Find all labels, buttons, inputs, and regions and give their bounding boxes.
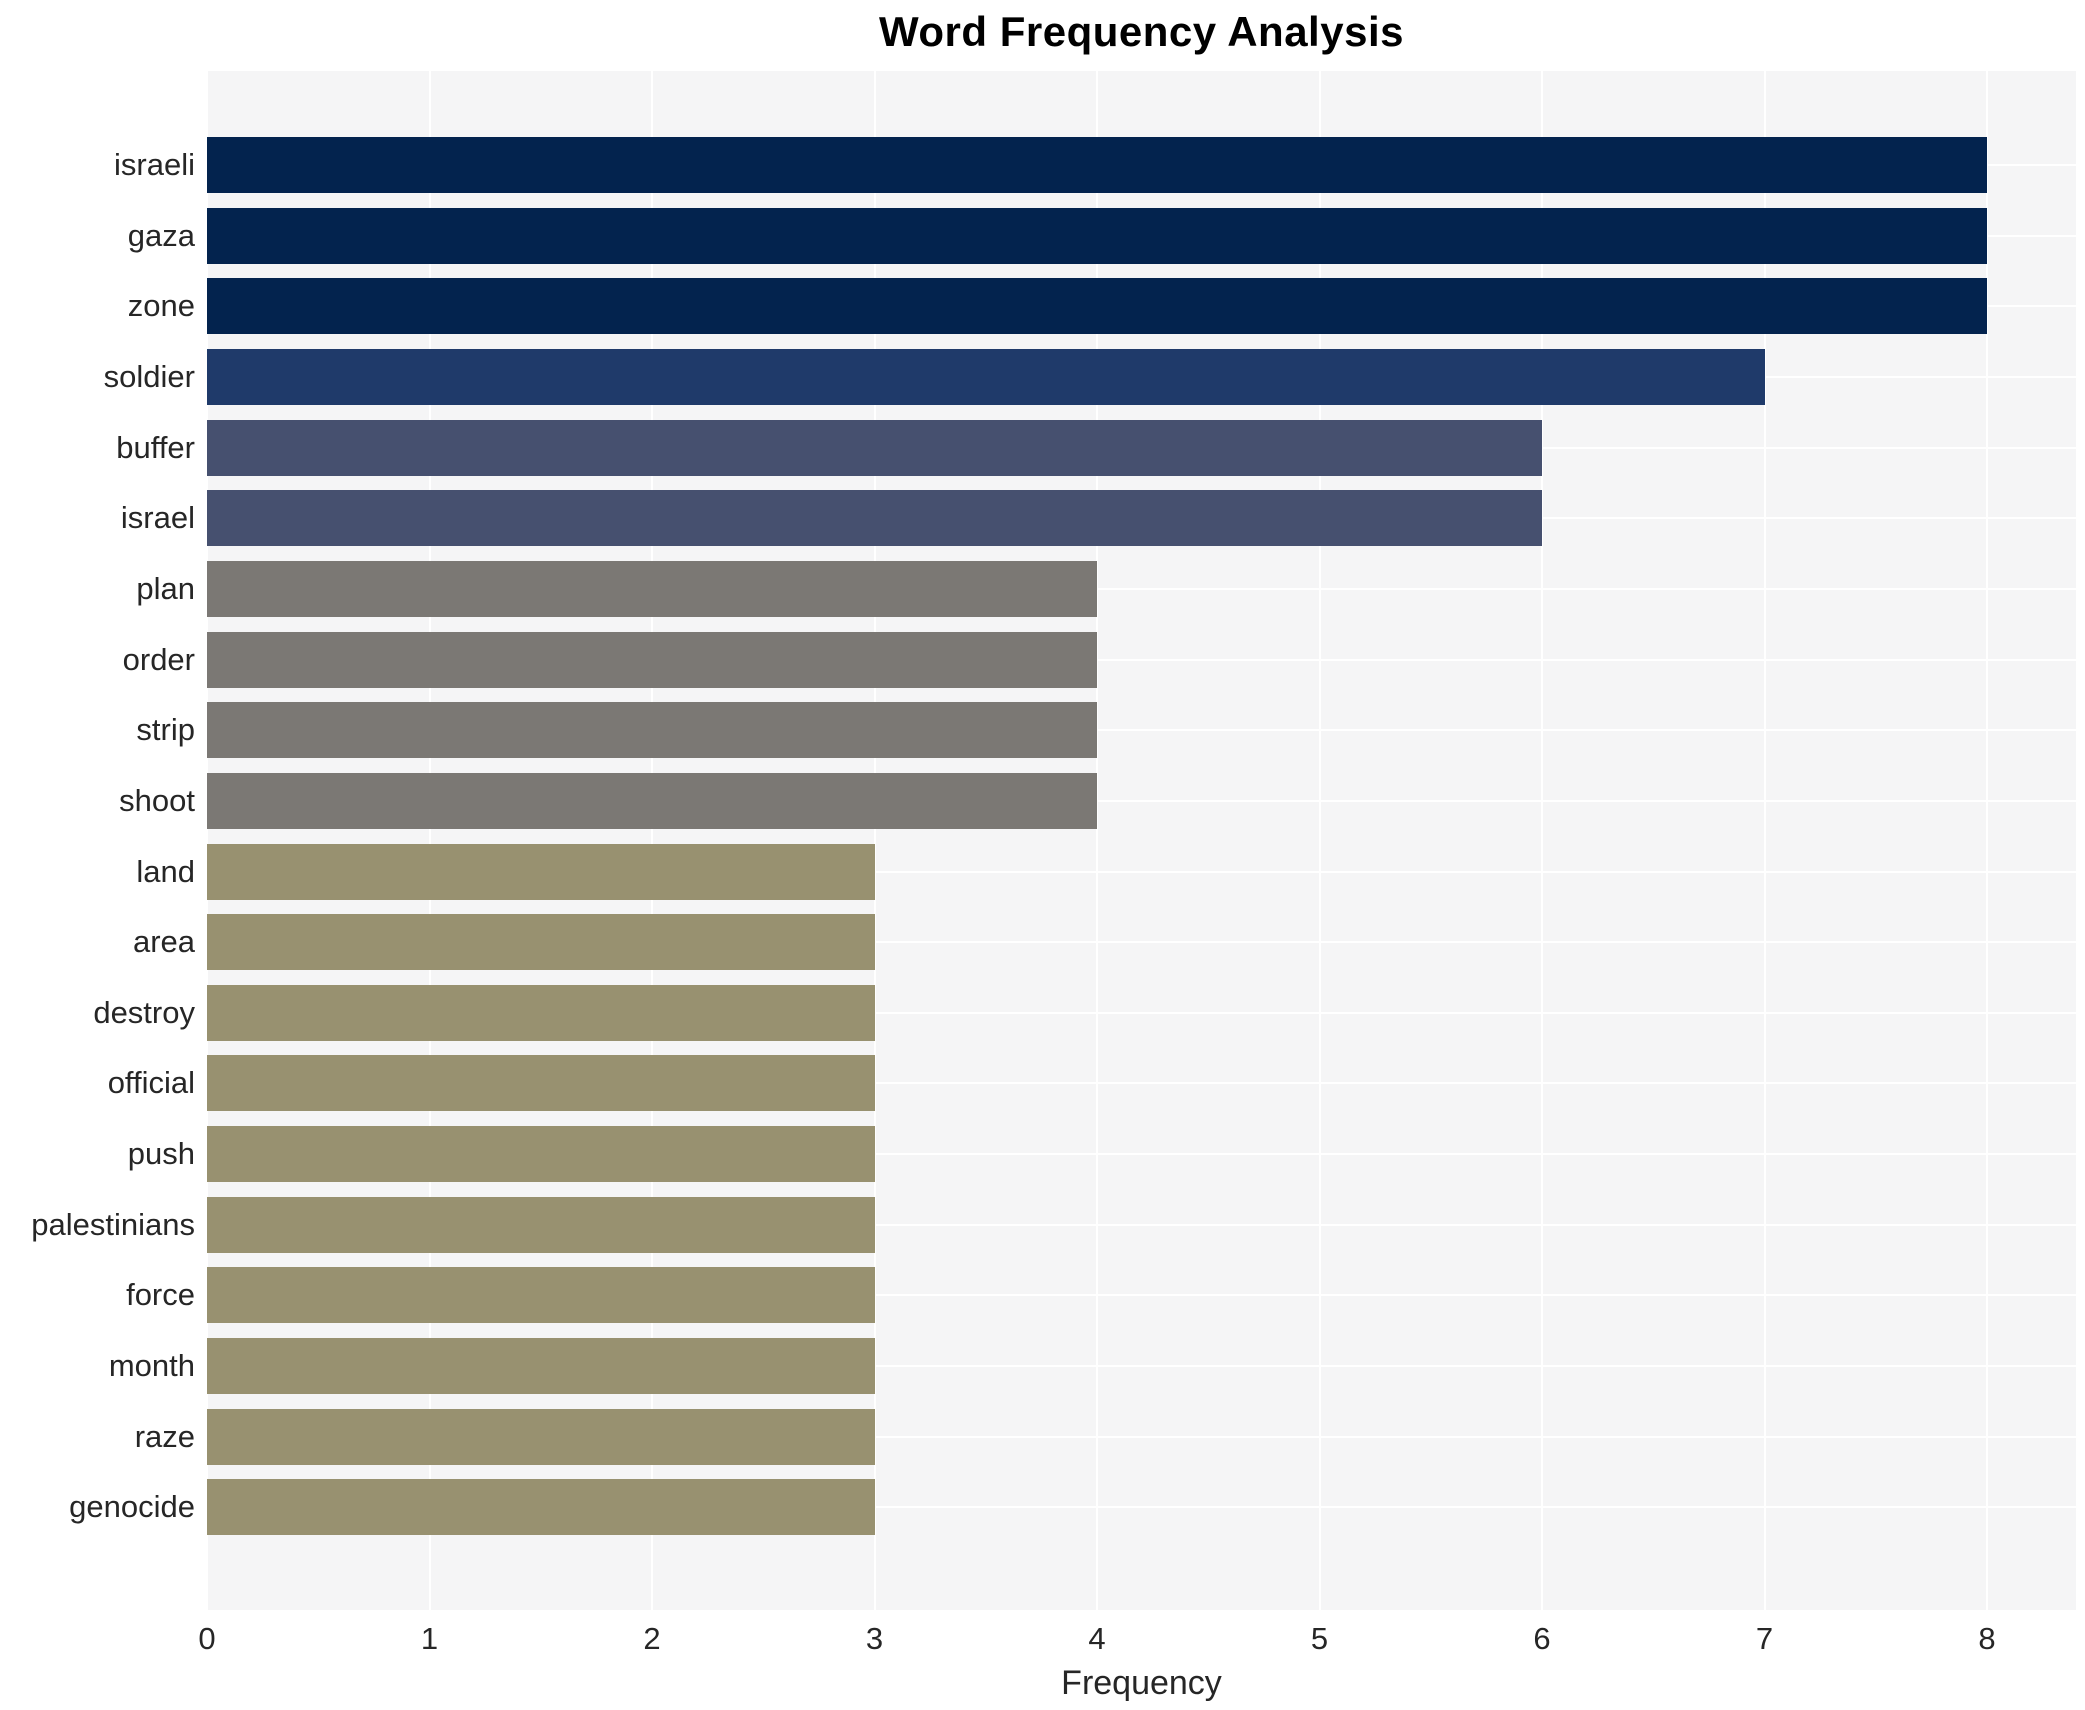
y-tick-label-destroy: destroy xyxy=(93,994,195,1030)
gridline-horizontal xyxy=(207,1082,2076,1085)
bar-shoot xyxy=(207,772,1097,829)
y-tick-label-shoot: shoot xyxy=(119,782,195,818)
gridline-vertical xyxy=(1096,71,1098,1610)
y-tick-label-raze: raze xyxy=(134,1418,195,1454)
gridline-horizontal xyxy=(207,1294,2076,1297)
y-tick-label-zone: zone xyxy=(127,288,195,324)
bar-force xyxy=(207,1267,875,1324)
gridline-horizontal xyxy=(207,941,2076,944)
y-tick-label-soldier: soldier xyxy=(103,358,195,394)
gridline-horizontal xyxy=(207,870,2076,873)
y-tick-label-israel: israel xyxy=(120,500,195,536)
y-tick-label-gaza: gaza xyxy=(127,217,195,253)
bar-soldier xyxy=(207,348,1765,405)
x-tick-label-8: 8 xyxy=(1978,1621,1996,1656)
y-tick-label-buffer: buffer xyxy=(116,429,195,465)
bar-official xyxy=(207,1055,875,1112)
y-tick-label-genocide: genocide xyxy=(69,1489,195,1525)
bar-genocide xyxy=(207,1479,875,1536)
y-tick-label-palestinians: palestinians xyxy=(31,1206,195,1242)
y-tick-label-push: push xyxy=(127,1136,195,1172)
y-tick-label-order: order xyxy=(122,641,195,677)
x-axis-ticks: 0 1 2 3 4 5 6 7 8 xyxy=(0,1620,2085,1660)
bar-month xyxy=(207,1338,875,1395)
x-tick-label-3: 3 xyxy=(865,1621,884,1656)
y-tick-label-israeli: israeli xyxy=(114,147,195,182)
bar-buffer xyxy=(207,419,1542,476)
gridline-horizontal xyxy=(207,1365,2076,1368)
gridline-vertical xyxy=(1986,71,1988,1610)
gridline-horizontal xyxy=(207,1223,2076,1226)
y-tick-label-month: month xyxy=(108,1348,195,1384)
gridline-horizontal xyxy=(207,799,2076,802)
gridline-vertical xyxy=(651,71,653,1610)
y-tick-label-strip: strip xyxy=(136,712,195,748)
gridline-horizontal xyxy=(207,1435,2076,1438)
gridline-horizontal xyxy=(207,587,2076,590)
gridline-horizontal xyxy=(207,658,2076,661)
y-tick-label-force: force xyxy=(126,1277,195,1313)
gridline-horizontal xyxy=(207,1153,2076,1156)
x-tick-label-1: 1 xyxy=(420,1621,439,1656)
gridline-horizontal xyxy=(207,729,2076,732)
y-tick-label-plan: plan xyxy=(136,570,195,606)
gridline-vertical xyxy=(1541,71,1543,1610)
bar-destroy xyxy=(207,984,875,1041)
y-tick-label-area: area xyxy=(132,924,195,960)
plot-area xyxy=(207,71,2076,1610)
gridline-vertical xyxy=(1318,71,1321,1610)
bar-plan xyxy=(207,560,1097,617)
gridline-vertical xyxy=(207,71,208,1610)
x-tick-label-5: 5 xyxy=(1310,1621,1329,1656)
bar-raze xyxy=(207,1408,875,1465)
bar-strip xyxy=(207,702,1097,759)
bar-push xyxy=(207,1126,875,1183)
bar-palestinians xyxy=(207,1196,875,1253)
bar-order xyxy=(207,631,1097,688)
bar-israel xyxy=(207,490,1542,547)
gridline-vertical xyxy=(1763,71,1766,1610)
y-axis-labels: israeli gaza zone soldier buffer israel plan or… xyxy=(0,71,195,1610)
bar-area xyxy=(207,914,875,971)
bar-zone xyxy=(207,278,1987,335)
y-tick-label-land: land xyxy=(136,853,195,889)
gridline-vertical xyxy=(873,71,876,1610)
chart-title: Word Frequency Analysis xyxy=(879,8,1404,55)
y-tick-label-official: official xyxy=(107,1065,195,1101)
gridline-horizontal xyxy=(207,1011,2076,1014)
gridline-vertical xyxy=(428,71,431,1610)
x-tick-label-0: 0 xyxy=(198,1621,216,1656)
x-tick-label-2: 2 xyxy=(643,1621,661,1656)
x-tick-label-4: 4 xyxy=(1088,1621,1106,1656)
bar-land xyxy=(207,843,875,900)
gridline-horizontal xyxy=(207,1506,2076,1509)
bar-gaza xyxy=(207,207,1987,264)
x-tick-label-7: 7 xyxy=(1755,1621,1774,1656)
x-axis-title: Frequency xyxy=(1061,1664,1222,1702)
x-tick-label-6: 6 xyxy=(1533,1621,1551,1656)
bar-israeli xyxy=(207,137,1987,193)
